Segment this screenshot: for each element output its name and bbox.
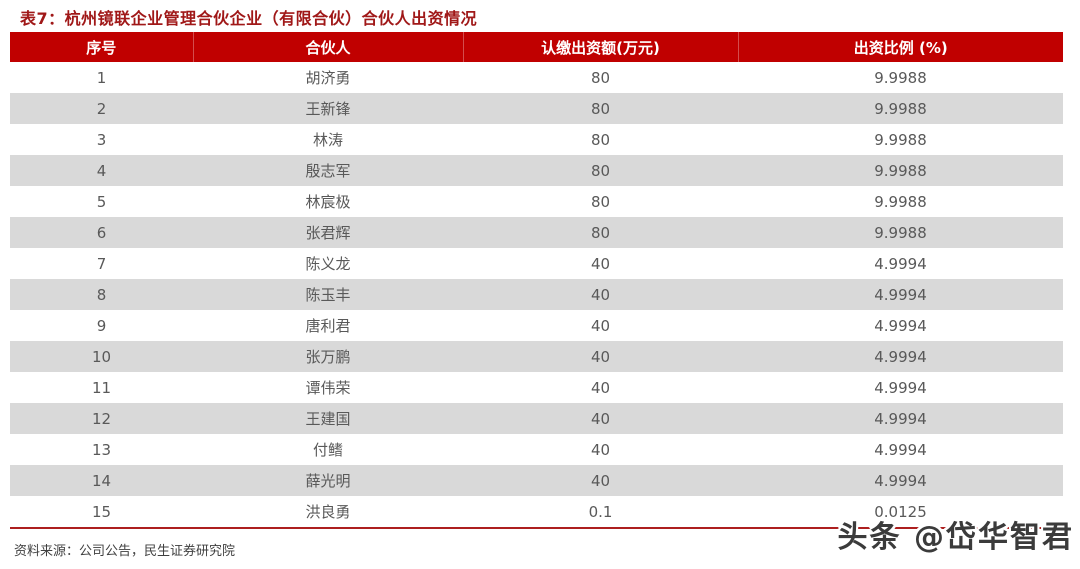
table-cell-amount: 80 — [590, 161, 611, 180]
bottom-rule — [10, 527, 1063, 529]
table-cell-seq: 12 — [91, 409, 112, 428]
table-cell-ratio: 4.9994 — [874, 471, 927, 490]
header-cell-amount: 认缴出资额(万元) — [462, 32, 738, 62]
header-cell-ratio: 出资比例 (%) — [737, 32, 1063, 62]
table-row: 10 张万鹏 40 4.9994 — [10, 341, 1063, 372]
table-cell-amount: 80 — [590, 68, 611, 87]
table-cell-ratio: 9.9988 — [874, 223, 927, 242]
table-cell-seq: 1 — [96, 68, 107, 87]
table-row: 8 陈玉丰 40 4.9994 — [10, 279, 1063, 310]
table-row: 6 张君辉 80 9.9988 — [10, 217, 1063, 248]
table-row: 13 付鳍 40 4.9994 — [10, 434, 1063, 465]
table-cell-ratio: 9.9988 — [874, 161, 927, 180]
table-cell-partner: 陈义龙 — [305, 255, 351, 273]
table-cell-partner: 胡济勇 — [305, 69, 351, 87]
table-cell-amount: 40 — [590, 347, 611, 366]
table-cell-ratio: 4.9994 — [874, 285, 927, 304]
table-body: 1 胡济勇 80 9.9988 2 王新锋 80 9.9988 3 林涛 80 9.9988 4 殷志军 8… — [10, 62, 1063, 527]
table-header-row: 序号 合伙人 认缴出资额(万元) 出资比例 (%) — [10, 32, 1063, 62]
table-cell-seq: 6 — [96, 223, 107, 242]
table-cell-amount: 40 — [590, 471, 611, 490]
table-cell-ratio: 9.9988 — [874, 130, 927, 149]
table-cell-seq: 11 — [91, 378, 112, 397]
table-row: 15 洪良勇 0.1 0.0125 — [10, 496, 1063, 527]
table-row: 2 王新锋 80 9.9988 — [10, 93, 1063, 124]
table-cell-partner: 张万鹏 — [305, 348, 351, 366]
table-row: 14 薛光明 40 4.9994 — [10, 465, 1063, 496]
table-cell-amount: 40 — [590, 254, 611, 273]
table-cell-seq: 2 — [96, 99, 107, 118]
table-cell-partner: 殷志军 — [305, 162, 351, 180]
table-cell-amount: 40 — [590, 378, 611, 397]
table-cell-partner: 林涛 — [312, 131, 343, 149]
table-cell-ratio: 0.0125 — [874, 502, 927, 521]
table-row: 7 陈义龙 40 4.9994 — [10, 248, 1063, 279]
table-cell-partner: 唐利君 — [305, 317, 351, 335]
table-cell-amount: 40 — [590, 316, 611, 335]
header-cell-seq: 序号 — [10, 32, 193, 62]
table-cell-ratio: 4.9994 — [874, 378, 927, 397]
table-cell-partner: 王建国 — [305, 410, 351, 428]
table-cell-amount: 40 — [590, 285, 611, 304]
table-cell-seq: 5 — [96, 192, 107, 211]
table-cell-amount: 80 — [590, 99, 611, 118]
table-cell-amount: 0.1 — [588, 502, 613, 521]
table-cell-ratio: 4.9994 — [874, 440, 927, 459]
watermark-text: 头条 @岱华智君 — [837, 520, 1074, 555]
table-cell-partner: 薛光明 — [305, 472, 351, 490]
table-cell-amount: 80 — [590, 223, 611, 242]
table-cell-amount: 80 — [590, 192, 611, 211]
table-row: 3 林涛 80 9.9988 — [10, 124, 1063, 155]
table-cell-ratio: 4.9994 — [874, 409, 927, 428]
table-cell-amount: 80 — [590, 130, 611, 149]
table-cell-amount: 40 — [590, 409, 611, 428]
table-cell-ratio: 4.9994 — [874, 254, 927, 273]
table-cell-seq: 10 — [91, 347, 112, 366]
table-cell-ratio: 9.9988 — [874, 68, 927, 87]
partners-table: 序号 合伙人 认缴出资额(万元) 出资比例 (%) 1 胡济勇 80 9.9988 2 王… — [10, 32, 1063, 527]
table-cell-partner: 林宸极 — [305, 193, 351, 211]
table-cell-partner: 谭伟荣 — [305, 379, 351, 397]
table-cell-seq: 7 — [96, 254, 107, 273]
header-cell-partner: 合伙人 — [192, 32, 463, 62]
table-row: 12 王建国 40 4.9994 — [10, 403, 1063, 434]
table-cell-ratio: 9.9988 — [874, 192, 927, 211]
source-note: 资料来源：公司公告，民生证券研究院 — [14, 544, 236, 559]
table-cell-amount: 40 — [590, 440, 611, 459]
table-cell-seq: 15 — [91, 502, 112, 521]
table-cell-partner: 付鳍 — [312, 441, 343, 459]
table-cell-ratio: 4.9994 — [874, 347, 927, 366]
table-cell-ratio: 4.9994 — [874, 316, 927, 335]
table-cell-seq: 4 — [96, 161, 107, 180]
table-row: 1 胡济勇 80 9.9988 — [10, 62, 1063, 93]
table-cell-partner: 王新锋 — [305, 100, 351, 118]
table-row: 9 唐利君 40 4.9994 — [10, 310, 1063, 341]
table-row: 4 殷志军 80 9.9988 — [10, 155, 1063, 186]
table-cell-seq: 9 — [96, 316, 107, 335]
table-cell-ratio: 9.9988 — [874, 99, 927, 118]
table-row: 5 林宸极 80 9.9988 — [10, 186, 1063, 217]
table-cell-seq: 8 — [96, 285, 107, 304]
table-cell-partner: 张君辉 — [305, 224, 351, 242]
table-cell-seq: 13 — [91, 440, 112, 459]
table-cell-partner: 洪良勇 — [305, 503, 351, 521]
table-cell-seq: 3 — [96, 130, 107, 149]
page-title: 表7：杭州镜联企业管理合伙企业（有限合伙）合伙人出资情况 — [20, 9, 478, 28]
table-row: 11 谭伟荣 40 4.9994 — [10, 372, 1063, 403]
table-cell-seq: 14 — [91, 471, 112, 490]
table-cell-partner: 陈玉丰 — [305, 286, 351, 304]
